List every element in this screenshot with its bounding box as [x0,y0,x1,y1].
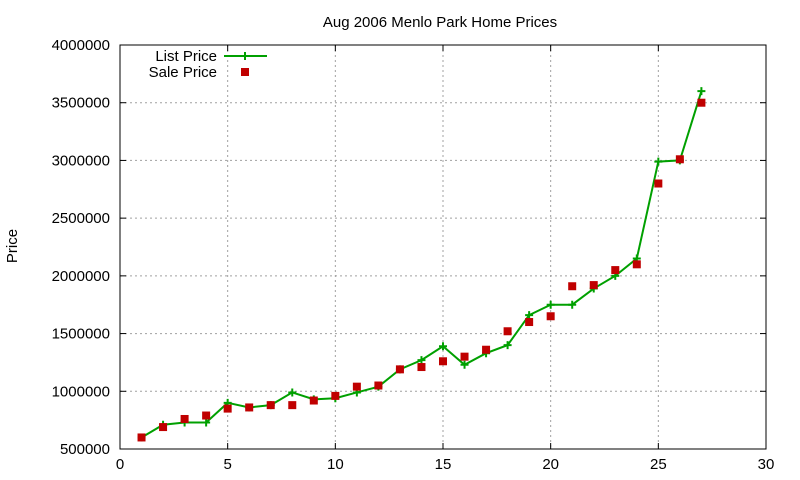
sale-price-point [395,365,404,374]
y-tick-labels: 500000 1000000 1500000 2000000 2500000 300000… [52,37,110,458]
sale-price-point [525,318,534,327]
sale-price-point [589,281,598,290]
x-tick-label: 5 [223,456,231,473]
list-price-point [460,360,469,369]
sale-price-point [309,396,318,405]
x-tick-label: 25 [650,456,667,473]
chart-title: Aug 2006 Menlo Park Home Prices [323,14,557,31]
x-tick-label: 0 [116,456,124,473]
sale-price-point [654,179,663,188]
y-tick-label: 4000000 [52,37,110,54]
grid [120,45,766,449]
legend-item-list-price: List Price [155,48,267,65]
list-price-point [697,87,706,96]
legend-marker [241,68,249,76]
sale-price-point [223,404,232,413]
sale-price-point [675,155,684,164]
y-tick-label: 2500000 [52,210,110,227]
list-price-point [525,311,534,320]
x-tick-label: 15 [435,456,452,473]
sale-price-point [266,401,275,410]
sale-price-point [137,433,146,442]
y-tick-label: 500000 [60,441,110,458]
list-price-series [137,87,706,442]
sale-price-point [202,411,211,420]
list-price-point [417,356,426,365]
x-tick-labels: 0 5 10 15 20 25 30 [116,456,775,473]
sale-price-point [159,423,168,432]
legend-label: Sale Price [149,64,217,81]
sale-price-point [460,352,469,361]
sale-price-point [439,357,447,366]
sale-price-point [503,327,512,336]
y-tick-label: 3500000 [52,95,110,112]
list-price-line [141,90,703,439]
x-tick-label: 10 [327,456,344,473]
x-tick-label: 20 [542,456,559,473]
list-price-point [439,342,447,351]
sale-price-point [245,403,254,412]
legend-item-sale-price: Sale Price [149,64,249,81]
series [137,87,706,442]
y-tick-label: 1000000 [52,383,110,400]
legend-label: List Price [155,48,217,65]
sale-price-point [352,382,361,391]
legend-marker [241,52,249,60]
sale-price-point [568,282,577,291]
sale-price-point [180,414,189,423]
sale-price-point [697,98,706,107]
sale-price-point [417,363,426,372]
x-tick-label: 30 [758,456,775,473]
y-axis-label: Price [4,229,21,263]
list-price-point [568,300,577,309]
sale-price-point [611,266,620,275]
sale-price-series [137,98,706,442]
sale-price-point [482,345,491,354]
list-price-point [288,388,297,397]
sale-price-point [331,391,340,400]
list-price-point [546,300,555,309]
list-price-point [202,418,211,427]
y-tick-label: 1500000 [52,326,110,343]
list-price-point [503,341,512,350]
sale-price-point [632,260,641,269]
y-tick-label: 3000000 [52,152,110,169]
sale-price-point [374,381,383,390]
axis-ticks [119,44,767,450]
y-tick-label: 2000000 [52,268,110,285]
sale-price-point [288,401,297,410]
sale-price-point [546,312,555,321]
list-price-point [654,157,663,166]
